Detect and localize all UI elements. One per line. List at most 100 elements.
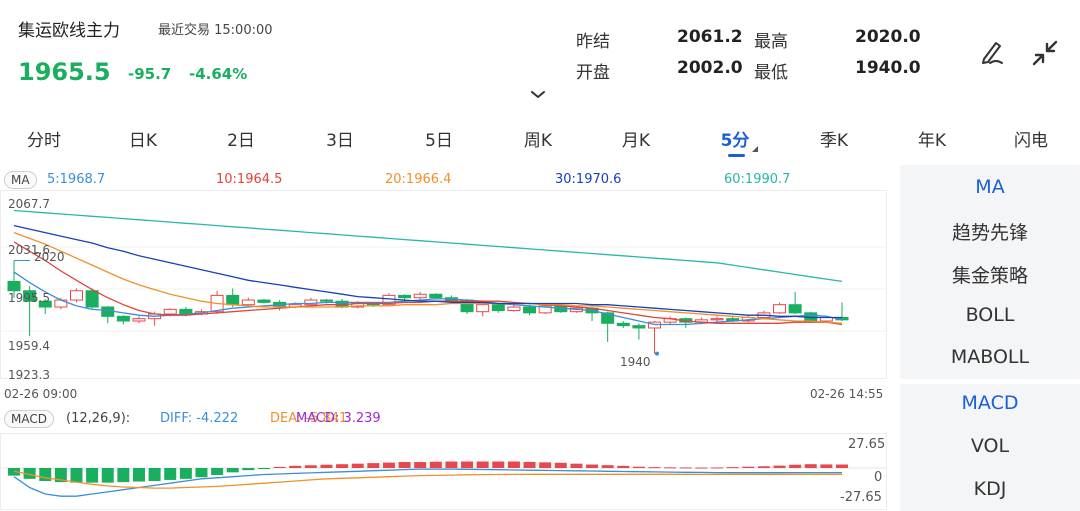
candle-body	[304, 299, 318, 306]
tab-flash[interactable]: 闪电	[1014, 131, 1048, 151]
macd-bar	[461, 461, 474, 468]
open-label: 开盘	[576, 63, 610, 83]
tab-daily[interactable]: 日K	[128, 131, 158, 151]
macd-bar	[523, 461, 536, 468]
tab-2day[interactable]: 2日	[227, 131, 255, 151]
macd-bar	[211, 468, 224, 476]
trade-status: 最近交易 15:00:00	[158, 23, 273, 38]
macd-bar	[117, 468, 130, 483]
macd-bar	[539, 462, 552, 468]
tab-5day[interactable]: 5日	[425, 131, 453, 151]
chevron-down-icon[interactable]	[530, 90, 546, 100]
candlestick-chart[interactable]	[0, 190, 895, 410]
candle-body	[132, 318, 146, 322]
dea-line	[13, 470, 842, 489]
tab-3day[interactable]: 3日	[326, 131, 354, 151]
prev-settle-label: 昨结	[576, 32, 610, 52]
candle-body	[257, 299, 271, 303]
indicator-vol[interactable]: VOL	[970, 435, 1010, 457]
indicator-boll[interactable]: BOLL	[965, 304, 1015, 326]
ma20-value: 20:1966.4	[385, 172, 452, 187]
candle-body	[7, 280, 21, 292]
macd-bar	[164, 468, 177, 480]
indicator-kdj[interactable]: KDJ	[973, 478, 1007, 500]
macd-chip[interactable]: MACD	[4, 410, 54, 428]
x-start-label: 02-26 09:00	[4, 387, 78, 401]
tab-weekly[interactable]: 周K	[523, 131, 553, 151]
candle-body	[616, 322, 630, 327]
macd-y-top: 27.65	[848, 437, 886, 452]
candle-body	[38, 300, 52, 308]
candle-body	[710, 318, 724, 321]
macd-bar	[664, 467, 677, 469]
macd-bar	[742, 466, 755, 468]
ma60-value: 60:1990.7	[724, 172, 791, 187]
macd-bar	[773, 465, 786, 468]
tab-5min[interactable]: 5分	[720, 131, 750, 151]
prev-settle-value: 2061.2	[677, 27, 743, 47]
high-value: 2020.0	[855, 27, 921, 47]
ma30-value: 30:1970.6	[555, 172, 622, 187]
macd-bar	[836, 464, 848, 468]
open-value: 2002.0	[677, 58, 743, 78]
candle-body	[226, 294, 240, 306]
macd-bar	[617, 465, 630, 468]
macd-bar	[23, 468, 36, 479]
candle-body	[476, 304, 490, 313]
tab-monthly[interactable]: 月K	[621, 131, 651, 151]
macd-bar	[648, 467, 661, 469]
candle-body	[538, 305, 552, 314]
macd-bar	[820, 464, 833, 468]
candle-body	[429, 293, 443, 299]
candle-body	[491, 304, 505, 312]
indicator-trend-pioneer[interactable]: 趋势先锋	[951, 222, 1028, 244]
macd-bar	[570, 463, 583, 468]
collapse-icon[interactable]	[1030, 38, 1060, 68]
macd-frame	[0, 433, 887, 510]
price-change: -95.7	[128, 65, 172, 83]
candle-body	[413, 293, 427, 299]
macd-chart[interactable]	[0, 432, 895, 511]
y-tick-label: 2067.7	[8, 197, 50, 211]
period-tabs: 分时 日K 2日 3日 5日 周K 月K 5分 季K 年K 闪电	[0, 120, 1080, 158]
macd-bar	[257, 468, 270, 469]
candle-body	[85, 290, 99, 308]
macd-bar	[179, 468, 192, 479]
y-tick-label: 1923.3	[8, 368, 50, 382]
sidebar-divider	[900, 379, 1080, 384]
candle-body	[523, 306, 537, 314]
macd-bar	[804, 464, 817, 468]
ma-chip[interactable]: MA	[4, 171, 37, 189]
low-marker-dot	[655, 351, 659, 356]
ma5-value: 5:1968.7	[47, 172, 106, 187]
ma30-line	[13, 224, 842, 319]
ma5-line	[13, 271, 843, 326]
high-label: 最高	[754, 32, 788, 52]
draw-pen-icon[interactable]	[978, 37, 1006, 67]
ma10-value: 10:1964.5	[216, 172, 283, 187]
candle-body	[398, 294, 412, 299]
macd-y-bottom: -27.65	[840, 490, 882, 505]
tab-yearly[interactable]: 年K	[917, 131, 947, 151]
macd-bar	[132, 468, 145, 482]
x-end-label: 02-26 14:55	[810, 387, 884, 401]
macd-y-zero: 0	[874, 470, 883, 485]
tab-intraday[interactable]: 分时	[27, 131, 61, 151]
price-change-percent: -4.64%	[189, 65, 248, 83]
high-annotation: 2020	[34, 250, 65, 264]
indicator-gold-strategy[interactable]: 集金策略	[951, 265, 1028, 287]
macd-bar	[586, 464, 599, 468]
y-tick-label: 2031.6	[8, 243, 50, 257]
indicator-macd[interactable]: MACD	[961, 392, 1019, 414]
macd-bar	[445, 461, 458, 468]
indicator-ma[interactable]: MA	[975, 176, 1005, 198]
macd-bar	[320, 464, 333, 468]
macd-bar	[70, 468, 83, 483]
macd-bar	[367, 463, 380, 468]
macd-bar	[382, 462, 395, 468]
indicator-sidebar	[900, 165, 1080, 511]
tab-quarterly[interactable]: 季K	[819, 131, 849, 151]
indicator-maboll[interactable]: MABOLL	[950, 346, 1030, 368]
tab-dropdown-icon[interactable]	[752, 146, 758, 152]
macd-bar	[351, 463, 364, 468]
